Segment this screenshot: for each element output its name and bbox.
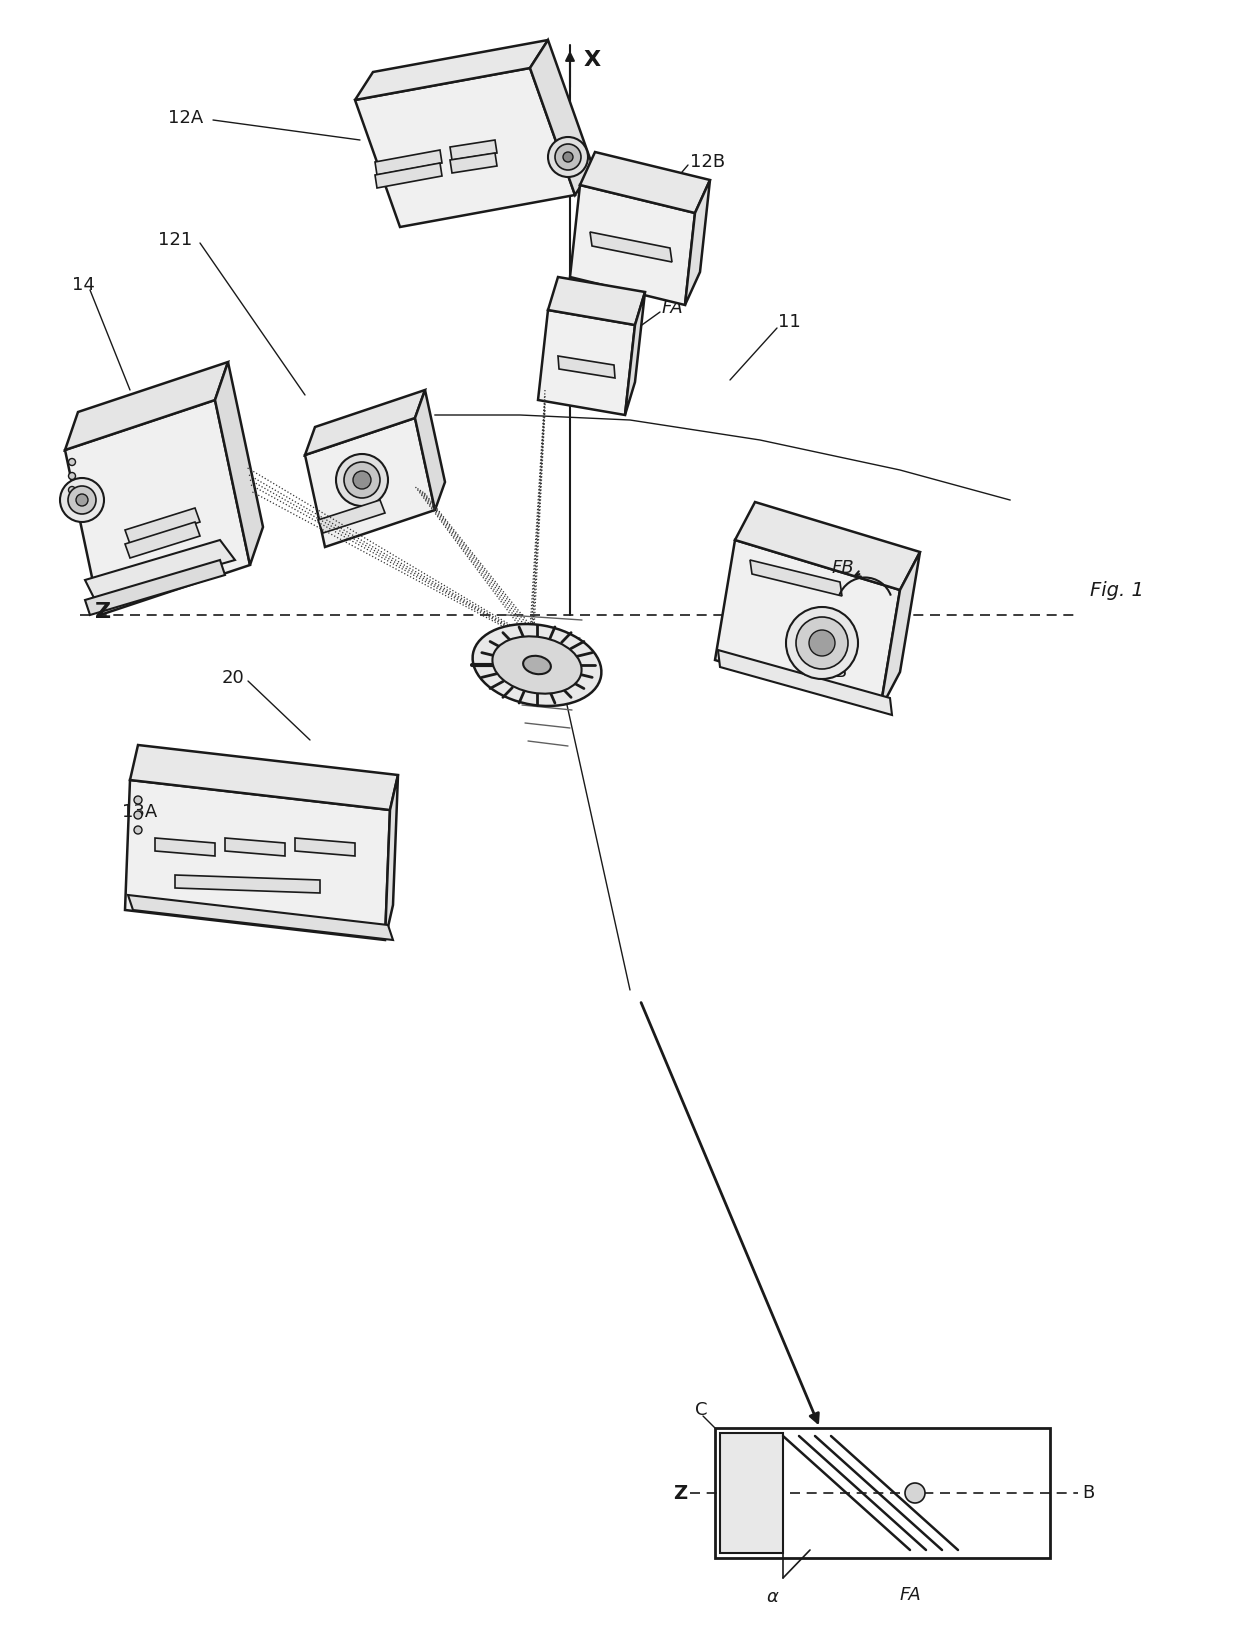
Polygon shape <box>128 894 393 940</box>
Polygon shape <box>125 523 200 557</box>
Circle shape <box>68 487 76 493</box>
Text: 13A: 13A <box>122 802 157 820</box>
Text: 12B: 12B <box>689 153 725 171</box>
Polygon shape <box>155 838 215 857</box>
Polygon shape <box>130 745 398 810</box>
Polygon shape <box>558 357 615 378</box>
Polygon shape <box>548 276 645 326</box>
Polygon shape <box>317 500 384 533</box>
Text: Z: Z <box>95 602 112 621</box>
Polygon shape <box>580 151 711 214</box>
Text: 122: 122 <box>649 266 682 284</box>
Circle shape <box>556 145 582 169</box>
Polygon shape <box>355 67 575 227</box>
Text: 12A: 12A <box>167 109 203 127</box>
Polygon shape <box>570 186 694 306</box>
Polygon shape <box>625 293 645 414</box>
Circle shape <box>808 630 835 656</box>
Text: 11: 11 <box>777 312 801 330</box>
Text: 121: 121 <box>157 232 192 248</box>
Circle shape <box>548 136 588 178</box>
Text: X: X <box>584 49 601 71</box>
Circle shape <box>134 796 143 804</box>
Ellipse shape <box>472 625 601 705</box>
Circle shape <box>60 478 104 523</box>
Circle shape <box>336 454 388 506</box>
Polygon shape <box>735 501 920 590</box>
Text: FA: FA <box>662 299 683 317</box>
Circle shape <box>76 493 88 506</box>
Circle shape <box>134 810 143 819</box>
Text: C: C <box>694 1401 708 1419</box>
Polygon shape <box>718 649 892 715</box>
Polygon shape <box>374 163 441 187</box>
Polygon shape <box>715 1429 1050 1559</box>
Ellipse shape <box>492 636 582 694</box>
Polygon shape <box>684 179 711 306</box>
Text: FB: FB <box>832 559 854 577</box>
Polygon shape <box>295 838 355 857</box>
Polygon shape <box>305 390 425 455</box>
Text: Fig. 1: Fig. 1 <box>1090 580 1143 600</box>
Circle shape <box>68 487 95 515</box>
Circle shape <box>905 1483 925 1503</box>
Polygon shape <box>86 561 224 615</box>
Polygon shape <box>415 390 445 510</box>
Text: 13B: 13B <box>812 663 847 681</box>
Polygon shape <box>384 774 398 940</box>
Polygon shape <box>720 1434 782 1554</box>
Polygon shape <box>125 508 200 544</box>
Text: 20: 20 <box>222 669 244 687</box>
Ellipse shape <box>523 656 551 674</box>
Polygon shape <box>374 150 441 174</box>
Polygon shape <box>590 232 672 261</box>
Polygon shape <box>355 39 548 100</box>
Polygon shape <box>715 539 900 710</box>
Polygon shape <box>64 399 250 615</box>
Text: FA: FA <box>899 1586 921 1605</box>
Circle shape <box>68 472 76 480</box>
Polygon shape <box>86 539 236 600</box>
Polygon shape <box>450 153 497 173</box>
Polygon shape <box>529 39 593 196</box>
Text: 14: 14 <box>72 276 95 294</box>
Text: Z: Z <box>673 1483 687 1503</box>
Text: $\alpha$: $\alpha$ <box>766 1588 780 1606</box>
Polygon shape <box>224 838 285 857</box>
Polygon shape <box>305 418 435 547</box>
Polygon shape <box>175 875 320 893</box>
Text: A: A <box>839 1481 852 1499</box>
Polygon shape <box>64 362 228 450</box>
Circle shape <box>786 607 858 679</box>
Polygon shape <box>215 362 263 566</box>
Circle shape <box>343 462 379 498</box>
Text: Z: Z <box>102 593 118 613</box>
Circle shape <box>353 470 371 488</box>
Polygon shape <box>880 552 920 710</box>
Polygon shape <box>125 779 391 940</box>
Polygon shape <box>538 311 635 414</box>
Circle shape <box>563 151 573 163</box>
Circle shape <box>68 459 76 465</box>
Polygon shape <box>450 140 497 159</box>
Polygon shape <box>750 561 842 597</box>
Circle shape <box>796 616 848 669</box>
Circle shape <box>134 825 143 834</box>
Text: B: B <box>1083 1485 1094 1503</box>
